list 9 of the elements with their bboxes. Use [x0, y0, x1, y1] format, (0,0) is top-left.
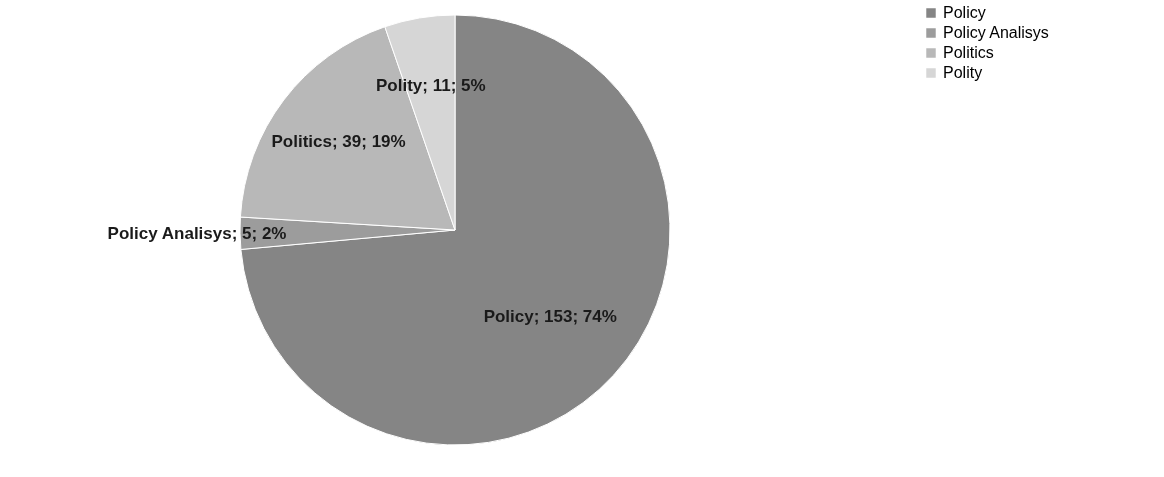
data-label: Policy Analisys; 5; 2% [107, 223, 287, 243]
legend-label: Policy [943, 4, 986, 21]
legend-label: Policy Analisys [943, 24, 1049, 41]
data-label: Polity; 11; 5% [376, 75, 486, 95]
data-label: Policy; 153; 74% [483, 306, 617, 326]
pie-slice [240, 14, 671, 446]
legend-label: Polity [943, 64, 983, 81]
legend-label: Politics [943, 44, 994, 61]
data-label: Politics; 39; 19% [271, 131, 406, 151]
